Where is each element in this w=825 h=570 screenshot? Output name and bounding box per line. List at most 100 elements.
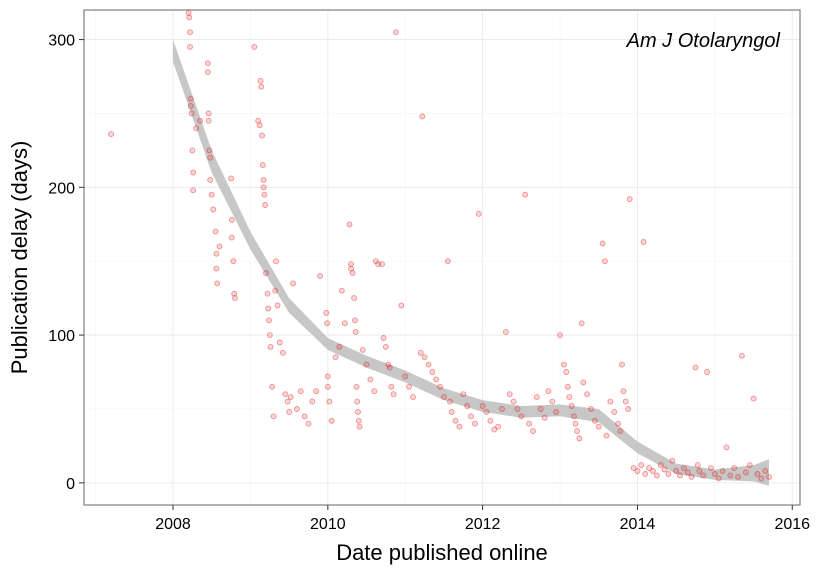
data-point xyxy=(727,472,734,479)
data-point xyxy=(719,468,726,474)
data-point xyxy=(213,265,220,272)
data-point xyxy=(447,398,454,405)
data-point xyxy=(301,413,308,420)
data-point xyxy=(359,346,366,353)
data-point xyxy=(323,309,330,316)
data-point xyxy=(276,339,283,346)
data-point xyxy=(346,221,353,228)
data-point xyxy=(615,420,622,427)
data-point xyxy=(208,191,215,198)
data-points xyxy=(108,10,772,482)
data-point xyxy=(274,302,281,309)
data-point xyxy=(746,462,753,469)
data-point xyxy=(731,465,738,472)
data-point xyxy=(372,258,379,265)
data-point xyxy=(256,122,263,129)
data-point xyxy=(700,472,707,479)
data-point xyxy=(187,103,194,109)
data-point xyxy=(584,391,591,398)
data-point xyxy=(692,364,699,371)
data-point xyxy=(207,176,214,183)
data-point xyxy=(580,379,587,386)
data-point xyxy=(530,428,536,435)
data-point xyxy=(259,132,265,139)
data-point xyxy=(421,354,428,361)
data-point xyxy=(186,14,193,21)
data-point xyxy=(560,361,567,368)
data-point xyxy=(385,361,392,368)
data-point xyxy=(266,332,273,339)
data-point xyxy=(354,398,361,405)
data-point xyxy=(287,394,294,401)
data-point xyxy=(349,270,356,276)
data-point xyxy=(348,261,354,268)
data-point xyxy=(336,343,343,350)
data-point xyxy=(305,420,312,427)
data-point xyxy=(611,408,618,415)
data-point xyxy=(190,187,197,194)
data-point xyxy=(433,376,440,383)
data-point xyxy=(499,406,505,412)
data-point xyxy=(574,428,581,435)
data-point xyxy=(506,391,513,398)
axes: 2008 2010 2012 2014 2016 0 100 200 300 xyxy=(48,33,810,533)
y-tick-label: 0 xyxy=(66,476,75,493)
data-point xyxy=(677,472,683,479)
data-point xyxy=(620,388,627,395)
data-point xyxy=(293,406,300,412)
data-point xyxy=(259,162,266,169)
x-axis-title: Date published online xyxy=(336,540,548,565)
data-point xyxy=(758,475,765,482)
data-point xyxy=(193,125,200,132)
data-point xyxy=(386,364,393,371)
data-point xyxy=(595,423,602,430)
data-point xyxy=(392,29,399,36)
y-tick-label: 300 xyxy=(48,33,75,50)
data-point xyxy=(261,191,268,198)
data-point xyxy=(251,43,258,50)
data-point xyxy=(619,361,625,368)
data-point xyxy=(460,391,467,398)
data-point xyxy=(255,117,262,124)
data-point xyxy=(257,77,264,84)
data-point xyxy=(669,457,676,464)
data-point xyxy=(351,317,358,324)
data-point xyxy=(708,465,714,472)
data-point xyxy=(578,320,585,327)
x-tick-label: 2014 xyxy=(620,516,656,533)
data-point xyxy=(599,240,606,247)
data-point xyxy=(348,265,354,272)
data-point xyxy=(402,373,409,380)
data-point xyxy=(680,465,687,472)
data-point xyxy=(326,398,333,405)
data-point xyxy=(591,417,598,424)
data-point xyxy=(452,417,459,424)
data-point xyxy=(715,475,722,482)
data-point xyxy=(553,408,560,415)
data-point xyxy=(750,395,757,402)
data-point xyxy=(363,361,370,368)
data-point xyxy=(270,413,277,420)
data-point xyxy=(653,472,660,479)
data-point xyxy=(108,131,115,138)
data-point xyxy=(479,403,486,409)
data-point xyxy=(262,202,269,208)
data-point xyxy=(286,408,293,415)
data-point xyxy=(351,295,358,302)
data-point xyxy=(380,335,387,341)
data-point xyxy=(603,432,610,439)
data-point xyxy=(638,462,645,469)
data-point xyxy=(533,394,540,401)
data-point xyxy=(738,352,745,359)
data-point xyxy=(448,408,455,415)
data-point xyxy=(754,471,761,477)
data-point xyxy=(410,394,416,401)
data-point xyxy=(230,258,237,265)
data-point xyxy=(258,83,265,90)
data-point xyxy=(510,398,517,405)
data-point xyxy=(711,471,718,477)
data-point xyxy=(665,471,672,477)
data-point xyxy=(313,388,320,395)
